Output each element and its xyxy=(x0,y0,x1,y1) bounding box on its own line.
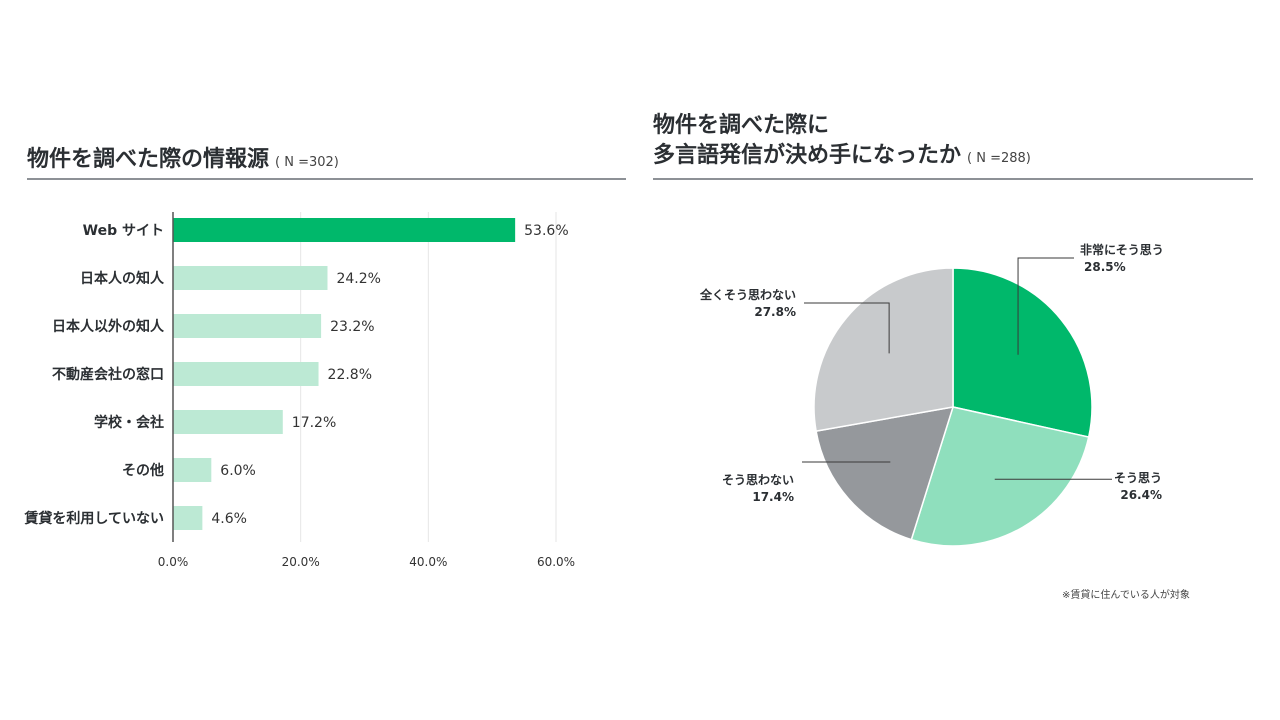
bar xyxy=(173,266,328,290)
bar xyxy=(173,314,322,338)
pie-slice xyxy=(815,406,955,541)
bar-value-label: 4.6% xyxy=(211,511,247,527)
pie-leader-line xyxy=(1017,257,1074,355)
category-label: 賃貸を利用していない xyxy=(23,510,164,527)
bar-value-label: 24.2% xyxy=(336,271,380,287)
pie-value-label: 26.4% xyxy=(1120,488,1162,502)
pie-category-label: 非常にそう思う xyxy=(1080,242,1164,257)
pie-value-label: 17.4% xyxy=(752,490,794,504)
bar xyxy=(173,506,203,530)
pie-category-label: そう思う xyxy=(1114,471,1162,485)
x-tick-label: 0.0% xyxy=(158,555,189,569)
bar-value-label: 17.2% xyxy=(292,415,336,431)
bar-chart-title-text: 物件を調べた際の情報源 xyxy=(27,147,270,172)
category-label: 日本人以外の知人 xyxy=(52,318,165,335)
pie-leader-line xyxy=(804,302,890,354)
category-label: 学校・会社 xyxy=(94,414,164,431)
bar-chart-title: 物件を調べた際の情報源 ( N =302) xyxy=(27,145,339,178)
bar-chart: 0.0% 20.0% 40.0% 60.0% Web サイト 53.6% 日本人の知人 24.… xyxy=(23,212,575,569)
bar-value-label: 6.0% xyxy=(220,463,256,479)
pie-slice xyxy=(952,267,1093,438)
pie-value-label: 28.5% xyxy=(1084,260,1126,274)
bar-chart-title-rule xyxy=(27,178,626,180)
pie-category-label: 全くそう思わない xyxy=(699,287,796,302)
category-label: 日本人の知人 xyxy=(80,270,165,287)
pie-chart-title-line2: 多言語発信が決め手になったか xyxy=(653,143,962,168)
pie-chart-title-rule xyxy=(653,178,1253,180)
pie-chart: 非常にそう思う 28.5% そう思う 26.4% そう思わない 17.4% 全くそう思わない… xyxy=(699,242,1164,547)
category-label: Web サイト xyxy=(83,223,164,239)
x-tick-label: 20.0% xyxy=(282,555,320,569)
x-tick-label: 40.0% xyxy=(409,555,447,569)
category-label: 不動産会社の窓口 xyxy=(52,366,164,383)
bar-value-label: 22.8% xyxy=(328,367,372,383)
pie-slice xyxy=(813,267,954,432)
pie-category-label: そう思わない xyxy=(722,473,794,487)
bar xyxy=(173,218,516,242)
pie-value-label: 27.8% xyxy=(754,305,796,319)
x-tick-label: 60.0% xyxy=(537,555,575,569)
pie-chart-title-line1: 物件を調べた際に xyxy=(653,113,830,138)
bar xyxy=(173,410,283,434)
bar-value-label: 53.6% xyxy=(524,223,568,239)
bar-chart-sample-size: ( N =302) xyxy=(275,155,339,170)
footnote: ※賃貸に住んでいる人が対象 xyxy=(1062,590,1190,601)
bar xyxy=(173,362,319,386)
bar xyxy=(173,458,212,482)
pie-slice xyxy=(910,406,1090,547)
pie-chart-title: 物件を調べた際に 多言語発信が決め手になったか ( N =288) xyxy=(653,111,1031,174)
bar-value-label: 23.2% xyxy=(330,319,374,335)
category-label: その他 xyxy=(122,462,164,479)
pie-chart-sample-size: ( N =288) xyxy=(967,151,1031,166)
